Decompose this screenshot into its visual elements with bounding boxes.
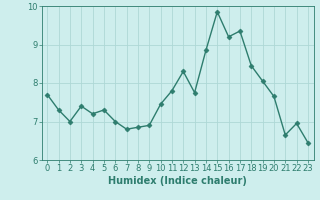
- X-axis label: Humidex (Indice chaleur): Humidex (Indice chaleur): [108, 176, 247, 186]
